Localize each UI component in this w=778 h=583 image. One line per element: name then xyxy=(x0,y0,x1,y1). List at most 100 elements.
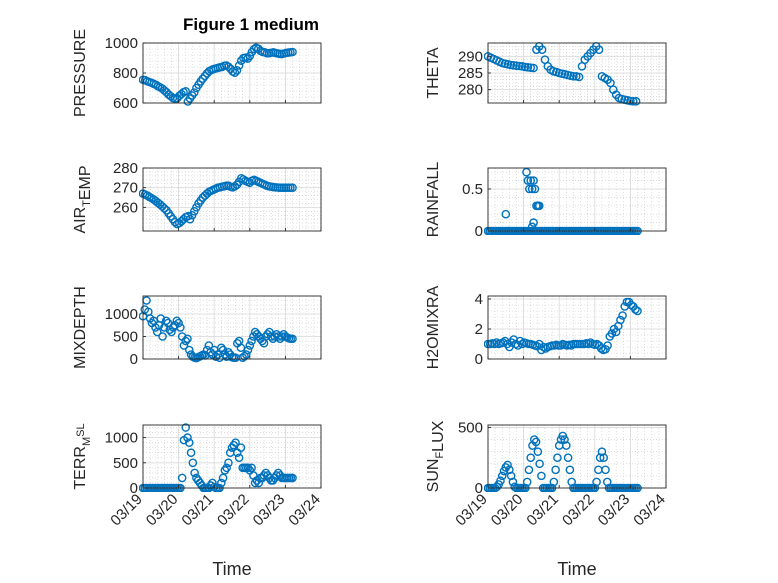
data-point xyxy=(247,336,256,346)
y-axis-label: RAINFALL xyxy=(425,162,442,238)
data-point xyxy=(172,316,182,326)
data-point xyxy=(563,453,573,463)
data-point xyxy=(236,443,246,452)
data-point xyxy=(618,311,627,320)
data-point xyxy=(560,435,569,444)
data-point xyxy=(603,341,612,350)
data-point xyxy=(222,463,231,473)
y-tick-label: 0 xyxy=(130,480,138,497)
data-point xyxy=(526,176,536,185)
data-point xyxy=(539,342,548,352)
y-tick-label: 1000 xyxy=(105,306,138,323)
data-point xyxy=(549,477,559,487)
x-axis-label: Time xyxy=(212,559,251,579)
x-axis-label: Time xyxy=(557,559,596,579)
x-tick-label: 03/21 xyxy=(523,491,562,530)
data-point xyxy=(508,477,518,487)
data-point xyxy=(569,72,578,81)
data-point xyxy=(158,332,167,341)
data-point xyxy=(231,438,240,447)
data-point xyxy=(288,47,297,57)
x-tick-label: 03/21 xyxy=(178,491,217,530)
data-point xyxy=(594,45,604,54)
data-point xyxy=(240,351,249,361)
data-point xyxy=(217,478,226,488)
data-point xyxy=(498,338,508,347)
data-point xyxy=(515,61,524,71)
data-point xyxy=(232,66,242,75)
axes-box xyxy=(487,167,667,232)
data-point xyxy=(218,345,228,355)
data-point xyxy=(211,352,221,362)
plot-area xyxy=(143,168,321,231)
data-point xyxy=(520,62,530,72)
data-point xyxy=(530,184,540,194)
subplot-3: 260 270 280 AIRTEMP xyxy=(72,160,322,234)
y-axis-label: TERRMSL xyxy=(72,423,93,489)
data-point xyxy=(224,458,233,468)
y-axis-label: MIXDEPTH xyxy=(72,286,89,369)
data-point xyxy=(247,463,256,473)
data-point xyxy=(526,63,536,72)
y-axis-label: SUNFLUX xyxy=(425,420,447,492)
data-point xyxy=(595,453,605,463)
y-tick-label: 285 xyxy=(458,65,483,82)
data-point xyxy=(527,184,537,194)
data-point xyxy=(181,423,191,432)
x-tick-label: 03/22 xyxy=(214,491,253,530)
data-point xyxy=(241,350,251,359)
data-point xyxy=(189,88,199,97)
data-point xyxy=(243,345,253,355)
data-point xyxy=(626,96,635,106)
data-point xyxy=(506,60,516,70)
data-series xyxy=(139,173,297,229)
x-tick-label: 03/24 xyxy=(630,491,669,530)
data-point xyxy=(490,339,499,349)
data-point xyxy=(151,80,161,89)
data-point xyxy=(492,482,502,492)
data-point xyxy=(607,329,617,338)
x-tick-label: 03/19 xyxy=(452,491,491,530)
data-point xyxy=(529,63,538,73)
y-tick-label: 0 xyxy=(475,351,483,368)
y-tick-label: 270 xyxy=(113,180,138,197)
axes-box xyxy=(142,424,322,489)
data-point xyxy=(184,438,194,447)
data-point xyxy=(529,176,538,185)
data-point xyxy=(565,465,575,475)
data-point xyxy=(503,460,512,470)
data-point xyxy=(496,476,505,486)
data-point xyxy=(537,45,547,54)
x-tick-label: 03/20 xyxy=(143,491,182,530)
y-axis-label: THETA xyxy=(425,47,442,99)
data-point xyxy=(288,183,297,192)
data-point xyxy=(506,471,516,481)
data-point xyxy=(181,87,191,96)
data-point xyxy=(601,465,610,475)
data-point xyxy=(230,68,240,77)
y-tick-label: 280 xyxy=(113,160,138,177)
data-series xyxy=(484,42,641,106)
data-point xyxy=(190,468,199,478)
y-tick-label: 290 xyxy=(458,48,483,65)
data-point xyxy=(633,306,642,316)
data-point xyxy=(288,334,297,344)
y-tick-label: 0 xyxy=(130,351,138,368)
y-tick-label: 1000 xyxy=(105,430,138,447)
data-point xyxy=(288,473,297,483)
data-point xyxy=(526,453,536,463)
data-point xyxy=(597,447,607,456)
data-point xyxy=(529,218,538,227)
data-point xyxy=(176,323,185,332)
plot-area xyxy=(488,168,666,231)
x-tick-label: 03/23 xyxy=(595,491,634,530)
y-tick-label: 1000 xyxy=(105,35,138,52)
figure-title: Figure 1 medium xyxy=(183,15,319,34)
data-point xyxy=(186,448,196,458)
y-tick-label: 0 xyxy=(475,480,483,497)
y-axis-label: H2OMIXRA xyxy=(425,285,442,369)
y-axis-label: PRESSURE xyxy=(72,29,89,117)
data-point xyxy=(626,300,636,310)
